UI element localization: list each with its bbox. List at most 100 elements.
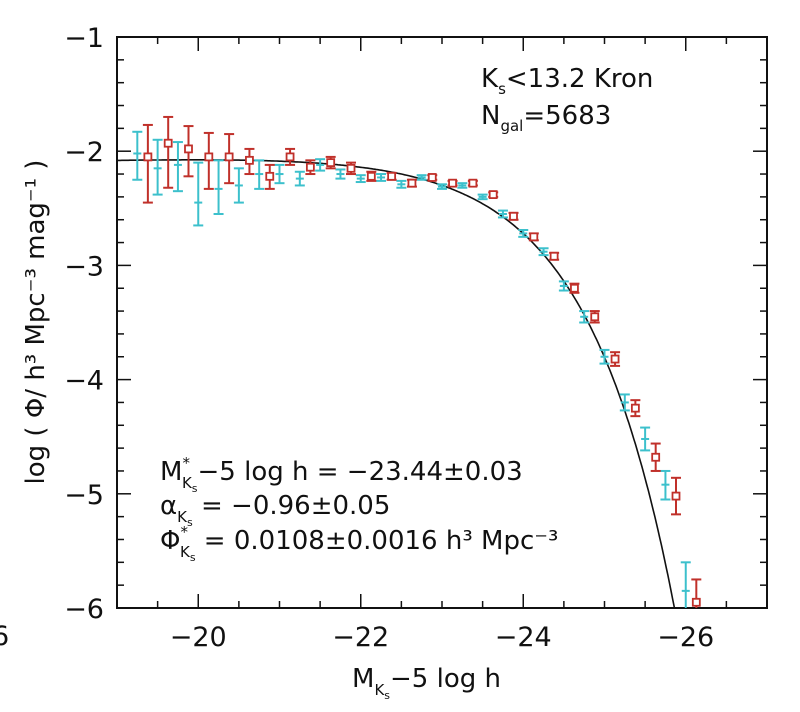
data-point — [142, 123, 153, 204]
data-point — [569, 282, 580, 294]
data-point — [355, 174, 366, 184]
galaxy-count-annotation: Ngal=5683 — [481, 101, 611, 135]
axis-ticks — [116, 36, 768, 609]
x-tick-label: −20 — [170, 622, 227, 653]
square-marker — [529, 232, 539, 242]
data-point — [406, 178, 417, 188]
data-point — [691, 578, 702, 608]
y-tick-label: −4 — [64, 366, 104, 397]
square-marker — [143, 152, 153, 162]
x-tick-label: −24 — [495, 622, 552, 653]
square-marker — [245, 155, 254, 165]
data-point — [183, 125, 194, 178]
square-marker — [549, 251, 559, 261]
series-cyan-points — [132, 130, 691, 608]
data-point — [233, 167, 244, 204]
data-point — [589, 310, 600, 324]
square-marker — [163, 138, 173, 148]
y-tick-label: −1 — [64, 23, 104, 54]
data-point — [386, 171, 397, 181]
data-point — [254, 159, 265, 190]
data-point — [549, 251, 560, 261]
data-point — [203, 131, 214, 190]
data-point — [619, 393, 630, 412]
plot-frame — [116, 36, 768, 609]
square-marker — [346, 163, 356, 173]
data-point — [264, 163, 275, 190]
data-point — [305, 159, 316, 176]
square-marker — [468, 178, 478, 188]
data-point — [152, 138, 163, 196]
data-point — [610, 351, 621, 367]
data-point — [680, 561, 691, 608]
data-point — [366, 170, 377, 182]
edge-fragment-label: 6 — [0, 621, 9, 652]
data-point — [335, 168, 346, 180]
data-point — [558, 280, 569, 292]
data-point — [650, 442, 661, 472]
square-marker — [448, 178, 457, 188]
square-marker — [651, 452, 661, 462]
square-marker — [630, 403, 640, 413]
square-marker — [285, 152, 295, 162]
x-tick-labels: −20 −22 −24 −26 — [170, 622, 714, 653]
series-red-points — [142, 115, 702, 608]
square-marker — [671, 491, 681, 501]
x-tick-label: −26 — [657, 622, 714, 653]
data-point — [396, 179, 407, 189]
phistar-annotation: Φ* Ks = 0.0108±0.0016 h³ Mpc⁻³ — [160, 523, 558, 564]
data-point — [437, 183, 447, 190]
square-marker — [184, 144, 193, 154]
data-point — [508, 211, 519, 221]
square-marker — [305, 162, 315, 172]
data-point — [172, 141, 183, 193]
alpha-annotation: αKs = −0.96±0.05 — [160, 491, 390, 529]
data-point — [285, 147, 296, 166]
data-point — [528, 232, 539, 242]
square-marker — [366, 171, 376, 181]
data-point — [416, 174, 427, 181]
data-point — [467, 178, 478, 188]
y-tick-label: −5 — [64, 480, 104, 511]
y-tick-labels: −1 −2 −3 −4 −5 −6 — [64, 23, 104, 625]
data-point — [294, 170, 305, 187]
data-point — [132, 130, 143, 181]
data-point — [447, 178, 458, 188]
data-point — [660, 469, 671, 501]
x-tick-label: −22 — [332, 622, 389, 653]
square-marker — [326, 158, 336, 168]
data-point — [630, 399, 641, 418]
y-tick-label: −6 — [64, 594, 104, 625]
square-marker — [204, 152, 214, 162]
data-point — [224, 133, 235, 185]
square-marker — [509, 211, 518, 221]
square-marker — [610, 354, 620, 364]
y-axis-label: log ( Φ/ h³ Mpc⁻³ mag⁻¹ ) — [21, 160, 51, 485]
data-point — [579, 310, 590, 324]
data-point — [213, 159, 224, 216]
data-point — [457, 182, 468, 189]
data-point — [376, 173, 387, 182]
square-marker — [224, 152, 234, 162]
data-point — [640, 426, 651, 452]
data-point — [538, 247, 549, 257]
square-marker — [488, 190, 498, 199]
mstar-annotation: M* Ks−5 log h = −23.44±0.03 — [160, 454, 523, 495]
data-point — [274, 163, 285, 185]
data-point — [477, 193, 488, 201]
x-axis-label: MKs−5 log h — [352, 664, 501, 702]
sample-cut-annotation: Ks<13.2 Kron — [481, 64, 653, 98]
square-marker — [427, 173, 437, 182]
data-point — [193, 161, 204, 227]
data-point — [346, 161, 356, 176]
data-point — [497, 209, 508, 219]
data-point — [315, 158, 326, 172]
square-marker — [407, 178, 417, 188]
square-marker — [387, 171, 397, 181]
data-point — [427, 173, 438, 182]
square-marker — [691, 597, 701, 607]
data-point — [163, 115, 174, 189]
y-tick-label: −2 — [64, 137, 104, 168]
square-marker — [590, 312, 600, 322]
